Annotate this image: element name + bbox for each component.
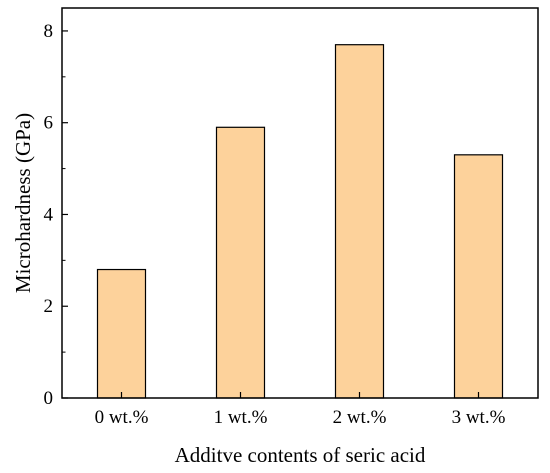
x-tick-label: 2 wt.% (333, 407, 387, 428)
y-axis-title: Microhardness (GPa) (11, 113, 35, 293)
y-tick-label: 2 (44, 296, 54, 317)
y-tick-label: 8 (44, 21, 54, 42)
bar-1 (215, 126, 266, 399)
x-axis-title: Additve contents of seric acid (175, 443, 426, 467)
y-tick-label: 0 (44, 388, 54, 409)
bar-3 (453, 154, 504, 399)
bar-0 (96, 268, 147, 399)
y-axis: 0 2 4 6 8 (44, 21, 68, 409)
y-tick-label: 4 (44, 204, 54, 225)
bars-group (96, 44, 504, 399)
y-tick-label: 6 (44, 113, 54, 134)
x-tick-label: 1 wt.% (214, 407, 268, 428)
x-tick-label: 3 wt.% (452, 407, 506, 428)
x-axis: 0 wt.% 1 wt.% 2 wt.% 3 wt.% (95, 392, 506, 428)
x-tick-label: 0 wt.% (95, 407, 149, 428)
plot-frame (61, 7, 539, 399)
bar-2 (334, 44, 385, 399)
